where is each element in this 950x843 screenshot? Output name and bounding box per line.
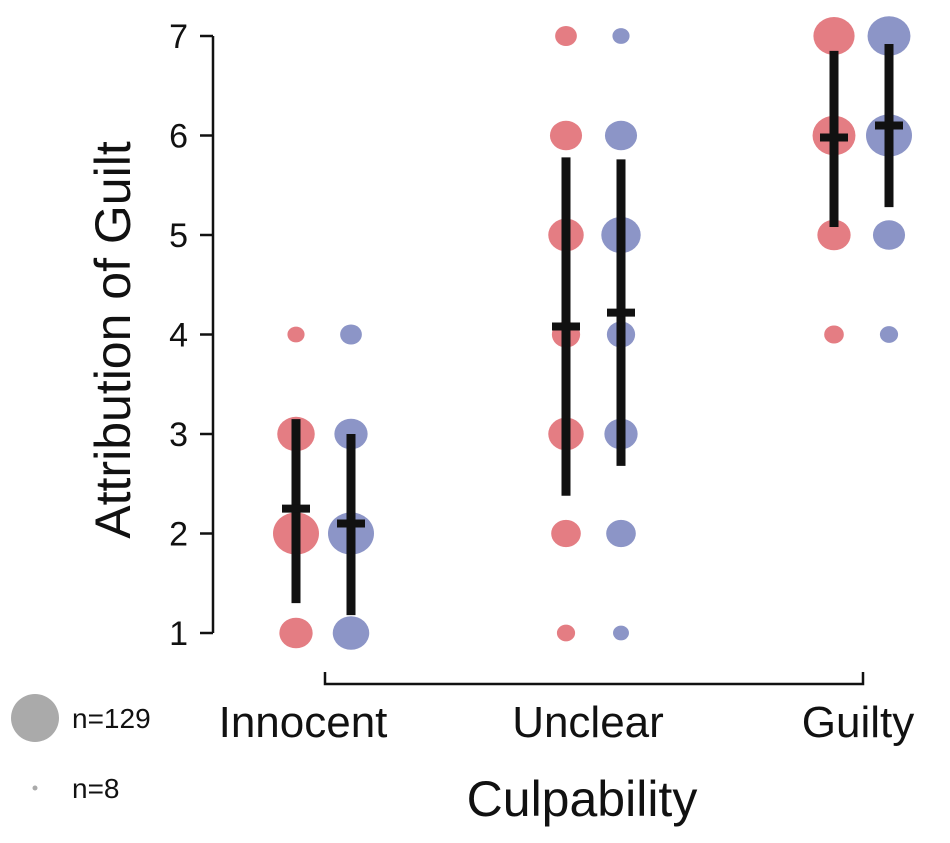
legend-marker [32, 785, 38, 791]
data-point [824, 325, 844, 344]
y-tick-label: 3 [169, 416, 188, 454]
data-point [879, 326, 899, 343]
data-point [612, 28, 630, 44]
data-point [340, 324, 362, 345]
data-point [287, 326, 305, 343]
data-point [817, 219, 851, 251]
legend-marker [11, 694, 59, 742]
size-legend: n=129 n=8 [11, 694, 151, 804]
data-point [867, 16, 911, 56]
x-axis-title: Culpability [467, 771, 698, 827]
x-tick-label: Innocent [219, 698, 388, 747]
x-axis: Innocent Unclear Guilty [219, 672, 914, 747]
x-axis-line [323, 672, 865, 686]
y-axis-title: Attribution of Guilt [85, 141, 141, 539]
y-tick-label: 4 [169, 317, 188, 355]
data-point [606, 519, 636, 548]
y-tick-label: 7 [169, 18, 188, 56]
x-tick-label: Guilty [802, 698, 914, 747]
data-points [273, 16, 912, 650]
y-tick-label: 2 [169, 516, 188, 554]
legend-label: n=129 [72, 703, 151, 734]
summary-bars [282, 43, 903, 616]
data-point [872, 220, 906, 250]
data-point [613, 625, 629, 641]
data-point [332, 616, 370, 650]
y-axis: 1 2 3 4 5 6 7 [169, 18, 215, 653]
data-point [813, 17, 855, 55]
data-point [549, 120, 583, 151]
legend-label: n=8 [72, 773, 120, 804]
x-tick-label: Unclear [512, 698, 664, 747]
data-point [604, 120, 638, 151]
data-point [555, 25, 577, 47]
data-point [551, 519, 581, 548]
y-tick-label: 1 [169, 615, 188, 653]
y-tick-label: 6 [169, 118, 188, 156]
data-point [279, 617, 313, 649]
data-point [556, 624, 576, 642]
y-tick-label: 5 [169, 217, 188, 255]
